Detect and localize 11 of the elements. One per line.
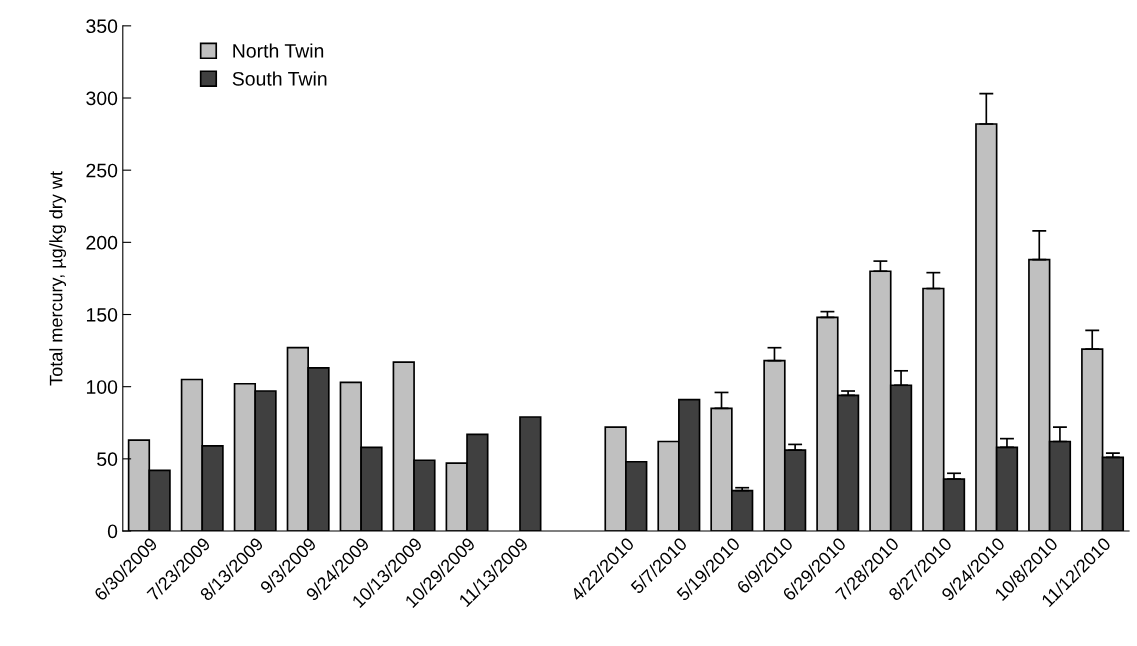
y-axis-title: Total mercury, µg/kg dry wt bbox=[49, 171, 67, 386]
y-tick-label: 350 bbox=[86, 19, 118, 34]
legend-label: South Twin bbox=[232, 71, 327, 86]
y-tick-label: 50 bbox=[97, 452, 118, 467]
legend-label: North Twin bbox=[233, 43, 324, 58]
y-tick-label: 0 bbox=[107, 524, 118, 539]
y-tick-label: 150 bbox=[86, 307, 118, 322]
y-tick-label: 200 bbox=[86, 235, 118, 250]
y-tick-label: 300 bbox=[86, 91, 118, 106]
y-tick-label: 100 bbox=[86, 380, 118, 394]
y-tick-label: 250 bbox=[86, 163, 118, 178]
